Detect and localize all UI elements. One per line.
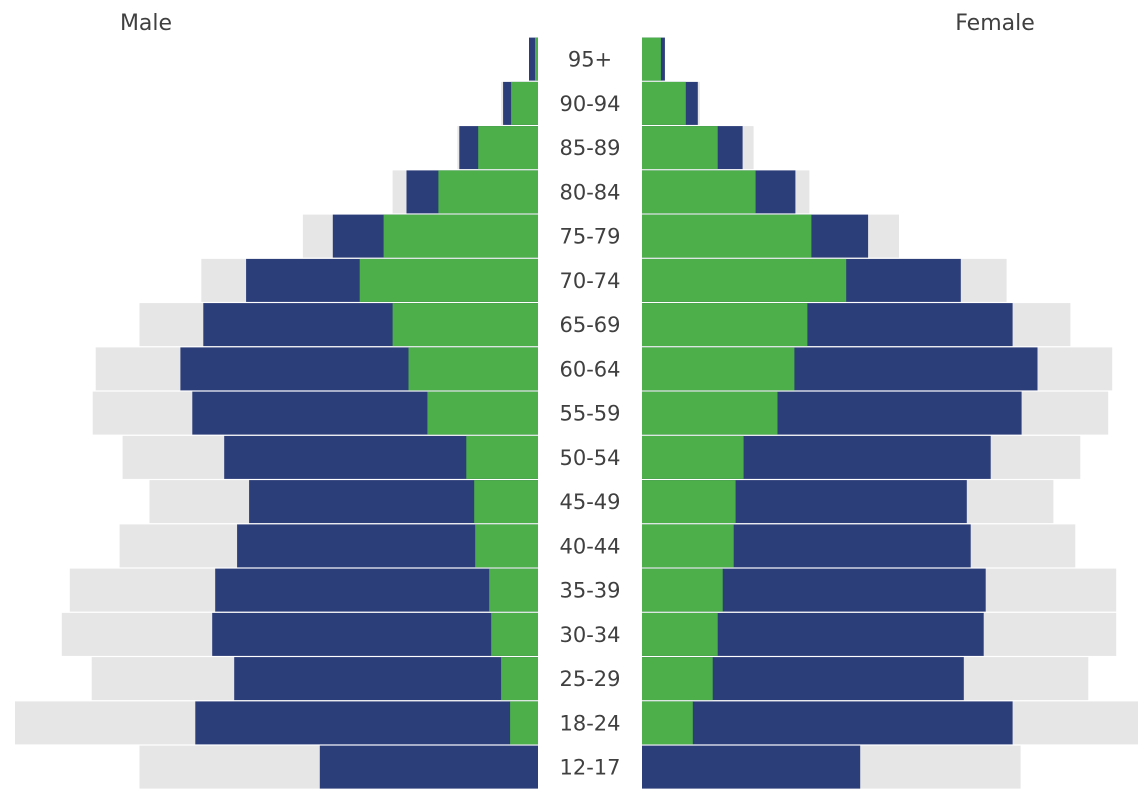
category-label-35-39: 35-39 <box>559 579 620 603</box>
category-label-30-34: 30-34 <box>559 623 620 647</box>
bar-male-middle-25-29 <box>234 657 538 701</box>
bar-female-foreground-70-74 <box>642 258 847 302</box>
category-label-12-17: 12-17 <box>559 756 620 780</box>
bar-male-foreground-55-59 <box>427 391 538 435</box>
bar-female-foreground-50-54 <box>642 435 744 479</box>
bar-male-foreground-65-69 <box>392 303 538 347</box>
category-label-75-79: 75-79 <box>559 225 620 249</box>
bar-male-middle-12-17 <box>319 745 538 789</box>
bar-male-foreground-80-84 <box>438 170 538 214</box>
bar-female-foreground-18-24 <box>642 701 693 745</box>
bar-female-foreground-55-59 <box>642 391 778 435</box>
category-labels-layer: 95+ 90-94 85-89 80-84 75-79 70-74 65-69 60-64 55… <box>559 48 620 780</box>
category-label-45-49: 45-49 <box>559 490 620 514</box>
category-label-18-24: 18-24 <box>559 711 620 735</box>
bar-male-foreground-75-79 <box>383 214 538 258</box>
category-label-90-94: 90-94 <box>559 92 620 116</box>
category-label-25-29: 25-29 <box>559 667 620 691</box>
bars-layer <box>15 37 1138 789</box>
bar-male-foreground-50-54 <box>466 435 538 479</box>
bar-female-foreground-75-79 <box>642 214 812 258</box>
bar-male-foreground-30-34 <box>491 612 538 656</box>
bar-female-foreground-85-89 <box>642 126 718 170</box>
bar-male-foreground-95+ <box>535 37 538 81</box>
category-label-80-84: 80-84 <box>559 180 620 204</box>
category-label-70-74: 70-74 <box>559 269 620 293</box>
bar-female-foreground-65-69 <box>642 303 808 347</box>
bar-female-foreground-30-34 <box>642 612 718 656</box>
bar-male-foreground-90-94 <box>511 81 538 125</box>
bar-male-foreground-45-49 <box>474 480 538 524</box>
bar-female-foreground-95+ <box>642 37 661 81</box>
bar-male-foreground-85-89 <box>478 126 538 170</box>
bar-male-foreground-18-24 <box>510 701 538 745</box>
category-label-60-64: 60-64 <box>559 357 620 381</box>
category-label-50-54: 50-54 <box>559 446 620 470</box>
category-label-65-69: 65-69 <box>559 313 620 337</box>
bar-male-middle-35-39 <box>215 568 538 612</box>
male-side-label: Male <box>120 11 172 36</box>
bar-female-foreground-25-29 <box>642 657 713 701</box>
bar-male-middle-95+ <box>529 37 538 81</box>
bar-male-middle-30-34 <box>212 612 538 656</box>
bar-male-foreground-35-39 <box>489 568 538 612</box>
category-label-95+: 95+ <box>568 48 612 72</box>
bar-male-foreground-25-29 <box>501 657 538 701</box>
bar-male-foreground-70-74 <box>359 258 538 302</box>
bar-male-middle-18-24 <box>195 701 539 745</box>
bar-female-foreground-60-64 <box>642 347 795 391</box>
female-side-label: Female <box>955 11 1035 36</box>
bar-female-foreground-45-49 <box>642 480 736 524</box>
bar-female-middle-18-24 <box>642 701 1013 745</box>
bar-female-foreground-40-44 <box>642 524 734 568</box>
bar-female-foreground-80-84 <box>642 170 756 214</box>
bar-female-foreground-35-39 <box>642 568 723 612</box>
category-label-40-44: 40-44 <box>559 534 620 558</box>
category-label-55-59: 55-59 <box>559 402 620 426</box>
bar-male-foreground-60-64 <box>408 347 538 391</box>
category-label-85-89: 85-89 <box>559 136 620 160</box>
bar-female-middle-12-17 <box>642 745 861 789</box>
bar-male-foreground-40-44 <box>475 524 538 568</box>
bar-female-foreground-90-94 <box>642 81 686 125</box>
